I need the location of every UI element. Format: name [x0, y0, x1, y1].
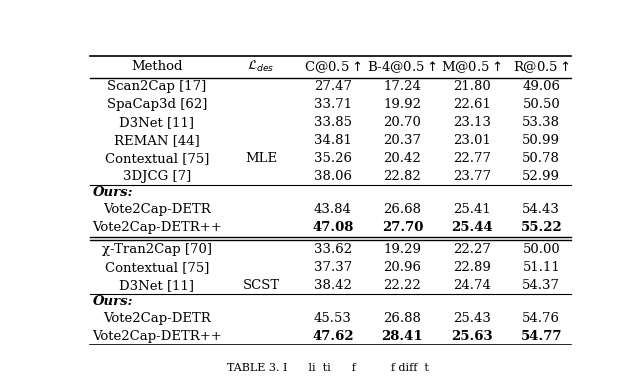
Text: MLE: MLE [245, 152, 277, 165]
Text: 27.47: 27.47 [314, 80, 352, 94]
Text: 20.42: 20.42 [383, 152, 421, 165]
Text: 27.70: 27.70 [381, 221, 423, 234]
Text: 24.74: 24.74 [453, 279, 491, 292]
Text: 47.08: 47.08 [312, 221, 354, 234]
Text: 22.61: 22.61 [453, 98, 491, 111]
Text: 23.77: 23.77 [452, 170, 491, 183]
Text: 25.63: 25.63 [451, 330, 493, 343]
Text: 47.62: 47.62 [312, 330, 354, 343]
Text: 23.13: 23.13 [453, 116, 491, 129]
Text: TABLE 3. I      li  ti      f          f diff  t: TABLE 3. I li ti f f diff t [227, 363, 429, 373]
Text: 19.92: 19.92 [383, 98, 421, 111]
Text: 54.76: 54.76 [522, 312, 560, 325]
Text: 52.99: 52.99 [522, 170, 560, 183]
Text: Ours:: Ours: [92, 187, 133, 199]
Text: M@0.5$\uparrow$: M@0.5$\uparrow$ [442, 59, 502, 74]
Text: 25.43: 25.43 [453, 312, 491, 325]
Text: 25.41: 25.41 [453, 203, 491, 216]
Text: 50.78: 50.78 [522, 152, 560, 165]
Text: 20.70: 20.70 [383, 116, 421, 129]
Text: 22.77: 22.77 [453, 152, 491, 165]
Text: Vote2Cap-DETR: Vote2Cap-DETR [103, 312, 211, 325]
Text: 22.89: 22.89 [453, 261, 491, 274]
Text: 22.22: 22.22 [383, 279, 421, 292]
Text: 43.84: 43.84 [314, 203, 352, 216]
Text: $\mathcal{L}_{des}$: $\mathcal{L}_{des}$ [247, 59, 275, 74]
Text: 54.37: 54.37 [522, 279, 560, 292]
Text: Contextual [75]: Contextual [75] [105, 261, 209, 274]
Text: 49.06: 49.06 [522, 80, 560, 94]
Text: 21.80: 21.80 [453, 80, 491, 94]
Text: Vote2Cap-DETR++: Vote2Cap-DETR++ [92, 221, 221, 234]
Text: Vote2Cap-DETR: Vote2Cap-DETR [103, 203, 211, 216]
Text: B-4@0.5$\uparrow$: B-4@0.5$\uparrow$ [367, 59, 437, 74]
Text: 34.81: 34.81 [314, 134, 352, 147]
Text: 45.53: 45.53 [314, 312, 352, 325]
Text: Vote2Cap-DETR++: Vote2Cap-DETR++ [92, 330, 221, 343]
Text: 25.44: 25.44 [451, 221, 493, 234]
Text: Scan2Cap [17]: Scan2Cap [17] [108, 80, 207, 94]
Text: 55.22: 55.22 [520, 221, 562, 234]
Text: 20.96: 20.96 [383, 261, 421, 274]
Text: Contextual [75]: Contextual [75] [105, 152, 209, 165]
Text: D3Net [11]: D3Net [11] [120, 279, 195, 292]
Text: 23.01: 23.01 [453, 134, 491, 147]
Text: D3Net [11]: D3Net [11] [120, 116, 195, 129]
Text: 22.82: 22.82 [383, 170, 421, 183]
Text: SpaCap3d [62]: SpaCap3d [62] [107, 98, 207, 111]
Text: C@0.5$\uparrow$: C@0.5$\uparrow$ [304, 59, 362, 74]
Text: 54.43: 54.43 [522, 203, 560, 216]
Text: 50.99: 50.99 [522, 134, 560, 147]
Text: 19.29: 19.29 [383, 243, 421, 256]
Text: 28.41: 28.41 [381, 330, 423, 343]
Text: 33.85: 33.85 [314, 116, 352, 129]
Text: 26.88: 26.88 [383, 312, 421, 325]
Text: 26.68: 26.68 [383, 203, 421, 216]
Text: SCST: SCST [243, 279, 280, 292]
Text: 50.00: 50.00 [522, 243, 560, 256]
Text: 22.27: 22.27 [453, 243, 491, 256]
Text: REMAN [44]: REMAN [44] [114, 134, 200, 147]
Text: 50.50: 50.50 [522, 98, 560, 111]
Text: 54.77: 54.77 [520, 330, 562, 343]
Text: 37.37: 37.37 [314, 261, 352, 274]
Text: 35.26: 35.26 [314, 152, 352, 165]
Text: 33.71: 33.71 [314, 98, 352, 111]
Text: Method: Method [131, 60, 182, 73]
Text: χ-Tran2Cap [70]: χ-Tran2Cap [70] [102, 243, 212, 256]
Text: 3DJCG [7]: 3DJCG [7] [123, 170, 191, 183]
Text: R@0.5$\uparrow$: R@0.5$\uparrow$ [513, 59, 570, 74]
Text: 51.11: 51.11 [522, 261, 560, 274]
Text: 33.62: 33.62 [314, 243, 352, 256]
Text: 38.06: 38.06 [314, 170, 352, 183]
Text: 53.38: 53.38 [522, 116, 560, 129]
Text: 38.42: 38.42 [314, 279, 352, 292]
Text: Ours:: Ours: [92, 295, 133, 308]
Text: 20.37: 20.37 [383, 134, 421, 147]
Text: 17.24: 17.24 [383, 80, 421, 94]
